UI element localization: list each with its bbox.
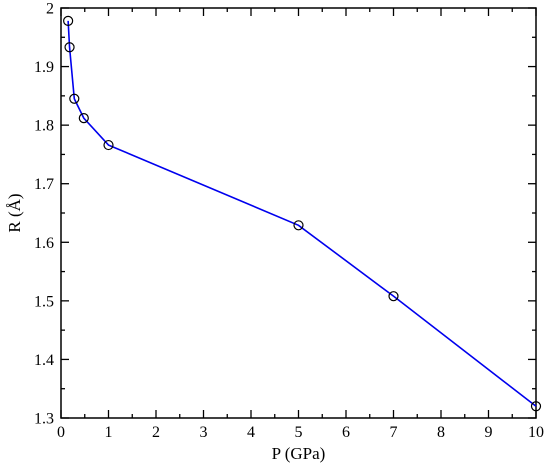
data-point <box>293 220 304 231</box>
x-tick-label: 3 <box>200 424 208 441</box>
x-tick-label: 5 <box>295 424 303 441</box>
data-point <box>530 401 542 412</box>
x-tick-label: 6 <box>342 424 350 441</box>
x-tick-label: 0 <box>57 424 65 441</box>
x-tick-label: 2 <box>152 424 160 441</box>
y-tick-label: 1.7 <box>34 176 54 193</box>
data-point <box>78 113 89 124</box>
y-tick-label: 1.4 <box>34 352 54 369</box>
x-tick-label: 4 <box>247 424 255 441</box>
x-tick-label: 9 <box>485 424 493 441</box>
data-point <box>63 15 74 26</box>
series-layer <box>63 15 542 412</box>
y-tick-label: 1.8 <box>34 118 54 135</box>
x-tick-label: 1 <box>105 424 113 441</box>
y-tick-label: 1.9 <box>34 59 54 76</box>
x-tick-label: 8 <box>437 424 445 441</box>
series-line <box>67 20 537 407</box>
y-tick-label: 1.3 <box>34 411 54 428</box>
x-tick-label: 7 <box>390 424 398 441</box>
x-tick-label: 10 <box>528 424 544 441</box>
x-axis-label: P (GPa) <box>272 444 326 463</box>
y-tick-label: 2 <box>46 1 54 18</box>
data-point <box>64 42 75 53</box>
data-point <box>388 291 399 302</box>
y-tick-label: 1.6 <box>34 235 54 252</box>
y-tick-label: 1.5 <box>34 293 54 310</box>
data-point <box>103 139 114 151</box>
data-point <box>69 93 80 104</box>
x-axis: 0 1 2 3 4 5 6 7 8 9 10 <box>57 8 544 441</box>
plot-frame <box>60 7 537 419</box>
y-axis-label: R (Å) <box>5 193 24 232</box>
y-axis: 1.3 1.4 1.5 1.6 1.7 1.8 1.9 2 <box>34 1 536 428</box>
